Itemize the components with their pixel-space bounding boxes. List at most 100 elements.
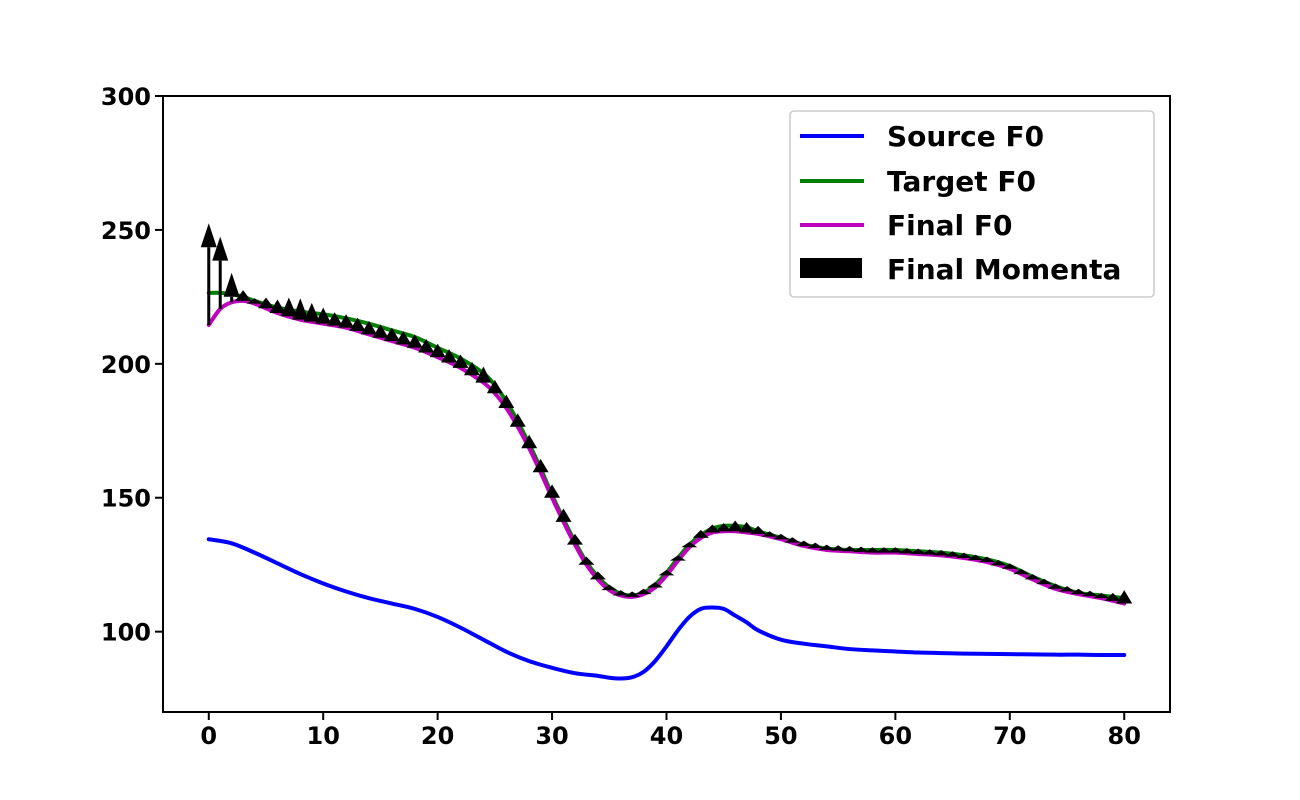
legend-label-momenta: Final Momenta — [887, 253, 1121, 286]
momentum-arrow-head — [589, 571, 606, 580]
momentum-arrow — [601, 584, 618, 591]
momentum-arrow — [1081, 590, 1098, 597]
momentum-arrow-head — [1047, 583, 1064, 589]
momentum-arrow-head — [944, 551, 961, 557]
x-tick-label: 30 — [535, 722, 568, 750]
legend-label-target: Target F0 — [887, 165, 1036, 198]
momentum-arrow-head — [1070, 588, 1087, 595]
momentum-arrow — [566, 533, 583, 545]
momentum-arrow — [303, 302, 320, 322]
momentum-arrow — [475, 366, 492, 383]
momentum-arrow-head — [280, 297, 297, 317]
momentum-arrow-head — [452, 354, 469, 368]
momentum-arrow — [795, 540, 812, 546]
momentum-arrow — [200, 223, 217, 325]
momentum-arrow-head — [612, 590, 629, 596]
momentum-arrow — [933, 549, 950, 556]
momentum-arrow-head — [383, 327, 400, 342]
momentum-arrow-head — [681, 541, 698, 548]
momentum-arrow — [326, 312, 343, 326]
momentum-arrow — [704, 524, 721, 533]
momentum-arrow-head — [658, 570, 675, 576]
momentum-arrow-head — [418, 339, 435, 353]
momentum-arrow — [441, 349, 458, 363]
momentum-arrow — [589, 571, 606, 580]
momentum-arrow — [921, 549, 938, 555]
momentum-arrow-head — [841, 545, 858, 552]
momentum-arrow — [498, 394, 515, 409]
momentum-arrow-head — [921, 549, 938, 555]
momentum-arrow-head — [750, 525, 767, 534]
momentum-arrow — [463, 361, 480, 376]
momentum-arrow — [292, 298, 309, 320]
momentum-arrow — [990, 560, 1007, 566]
momentum-arrow-head — [669, 555, 686, 561]
momentum-arrow — [830, 545, 847, 551]
momentum-arrow — [1093, 592, 1110, 599]
momentum-arrow-head — [738, 521, 755, 533]
momentum-arrow — [544, 484, 561, 498]
momentum-arrow-head — [406, 334, 423, 348]
momentum-arrow — [1024, 574, 1041, 580]
momentum-arrow-head — [704, 524, 721, 533]
momentum-arrow-head — [830, 545, 847, 551]
momentum-arrow-head — [795, 540, 812, 546]
momentum-arrow — [223, 272, 240, 303]
momentum-arrow — [761, 531, 778, 537]
momentum-arrow-head — [235, 290, 252, 301]
momentum-arrow-head — [200, 223, 217, 248]
momentum-arrow — [1047, 583, 1064, 589]
momentum-arrow — [1070, 588, 1087, 595]
momentum-arrow-head — [303, 302, 320, 322]
momentum-arrow — [772, 533, 789, 540]
momentum-arrow — [715, 523, 732, 532]
momentum-arrow-head — [532, 458, 549, 473]
momentum-arrow — [875, 547, 892, 553]
momentum-arrow — [910, 548, 927, 554]
momentum-arrow-head — [498, 394, 515, 409]
momentum-arrow — [246, 298, 263, 304]
momentum-arrow-head — [715, 523, 732, 532]
momentum-arrow — [280, 297, 297, 317]
momentum-arrow-head — [566, 533, 583, 545]
momentum-arrow-head — [212, 236, 229, 261]
momentum-arrow — [727, 520, 744, 532]
momentum-arrow — [784, 537, 801, 543]
momentum-arrow-head — [853, 546, 870, 552]
momentum-arrow — [807, 542, 824, 548]
x-tick-label: 50 — [764, 722, 797, 750]
momentum-arrow — [349, 317, 366, 332]
momentum-arrow — [818, 544, 835, 550]
momentum-arrow-head — [1013, 568, 1030, 575]
x-tick-label: 20 — [421, 722, 454, 750]
momentum-arrow-head — [223, 272, 240, 297]
momentum-arrow — [692, 529, 709, 538]
momentum-arrow-head — [910, 548, 927, 554]
momentum-arrow-head — [967, 554, 984, 561]
momentum-arrow-head — [864, 547, 881, 553]
momentum-arrow-head — [1081, 590, 1098, 597]
momentum-arrow — [521, 434, 538, 449]
momentum-arrow — [578, 556, 595, 565]
momentum-arrow-head — [257, 297, 274, 309]
legend: Source F0 Target F0 Final F0 Final Momen… — [789, 110, 1155, 298]
series-line-source-f0 — [206, 537, 1127, 681]
momentum-arrow — [1036, 578, 1053, 585]
momentum-arrow-head — [898, 547, 915, 554]
momentum-arrow-head — [315, 307, 332, 324]
momentum-arrow-head — [429, 343, 446, 358]
momentum-arrow-head — [978, 556, 995, 563]
legend-label-source: Source F0 — [887, 120, 1044, 153]
momentum-arrow-head — [326, 312, 343, 326]
momentum-arrow-head — [395, 331, 412, 345]
momentum-arrow — [624, 591, 641, 597]
momentum-arrow — [635, 588, 652, 595]
momentum-arrow — [257, 297, 274, 309]
momentum-arrow-head — [647, 582, 664, 588]
momentum-arrow — [738, 521, 755, 533]
momentum-arrow-head — [463, 361, 480, 376]
momentum-arrow — [967, 554, 984, 561]
momentum-arrow-head — [521, 434, 538, 449]
momentum-arrow — [944, 551, 961, 557]
